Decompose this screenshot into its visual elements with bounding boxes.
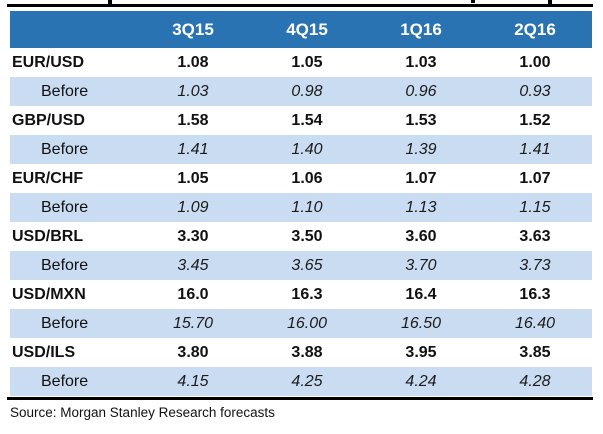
before-label: Before bbox=[41, 198, 89, 216]
before-row: Before 4.15 4.25 4.24 4.28 bbox=[10, 367, 592, 396]
before-row: Before 1.09 1.10 1.13 1.15 bbox=[10, 193, 592, 222]
top-rule bbox=[7, 4, 593, 7]
forecast-value: 1.52 bbox=[519, 111, 551, 129]
before-value: 1.13 bbox=[405, 198, 437, 216]
header-empty-cell bbox=[10, 11, 136, 48]
forecast-value: 1.53 bbox=[405, 111, 437, 129]
forecast-value: 1.08 bbox=[177, 53, 209, 71]
before-value: 1.10 bbox=[291, 198, 323, 216]
before-value: 1.03 bbox=[177, 82, 209, 100]
forecast-value: 3.85 bbox=[519, 343, 551, 361]
currency-pair-label: USD/MXN bbox=[12, 285, 86, 303]
before-value: 4.25 bbox=[291, 372, 323, 390]
currency-pair-label: EUR/CHF bbox=[12, 169, 84, 187]
title-descender-fragment bbox=[471, 0, 475, 3]
forecast-value: 1.00 bbox=[519, 53, 551, 71]
before-value: 3.70 bbox=[405, 256, 437, 274]
forecast-value: 3.95 bbox=[405, 343, 437, 361]
before-value: 15.70 bbox=[172, 314, 214, 332]
forecast-value: 3.63 bbox=[519, 227, 551, 245]
currency-row: USD/BRL 3.30 3.50 3.60 3.63 bbox=[10, 222, 592, 251]
header-row: 3Q15 4Q15 1Q16 2Q16 bbox=[10, 11, 592, 48]
before-row: Before 1.41 1.40 1.39 1.41 bbox=[10, 135, 592, 164]
before-value: 1.09 bbox=[177, 198, 209, 216]
forecast-value: 3.30 bbox=[177, 227, 209, 245]
header-quarter-2q16: 2Q16 bbox=[514, 19, 556, 39]
before-value: 1.41 bbox=[519, 140, 551, 158]
before-label: Before bbox=[41, 256, 89, 274]
currency-pair-label: USD/BRL bbox=[12, 227, 84, 245]
forecast-value: 16.3 bbox=[291, 285, 323, 303]
forecast-value: 3.88 bbox=[291, 343, 323, 361]
before-value: 1.39 bbox=[405, 140, 437, 158]
table-body: EUR/USD 1.08 1.05 1.03 1.00 Before 1.03 0.98 0.9… bbox=[10, 48, 592, 396]
before-value: 3.45 bbox=[177, 256, 209, 274]
currency-row: EUR/USD 1.08 1.05 1.03 1.00 bbox=[10, 48, 592, 77]
currency-pair-label: EUR/USD bbox=[12, 53, 85, 71]
currency-row: EUR/CHF 1.05 1.06 1.07 1.07 bbox=[10, 164, 592, 193]
forecast-value: 1.05 bbox=[291, 53, 323, 71]
fx-forecast-table: 3Q15 4Q15 1Q16 2Q16 EUR/USD 1.08 1.05 1.03 1… bbox=[10, 11, 592, 396]
source-note: Source: Morgan Stanley Research forecast… bbox=[10, 405, 275, 420]
currency-row: USD/MXN 16.0 16.3 16.4 16.3 bbox=[10, 280, 592, 309]
header-quarter-1q16: 1Q16 bbox=[400, 19, 442, 39]
currency-row: USD/ILS 3.80 3.88 3.95 3.85 bbox=[10, 338, 592, 367]
before-row: Before 3.45 3.65 3.70 3.73 bbox=[10, 251, 592, 280]
currency-pair-label: GBP/USD bbox=[12, 111, 85, 129]
forecast-value: 3.80 bbox=[177, 343, 209, 361]
title-descender-fragment bbox=[548, 0, 552, 4]
before-value: 4.15 bbox=[177, 372, 209, 390]
before-value: 0.98 bbox=[291, 82, 323, 100]
forecast-value: 1.06 bbox=[291, 169, 323, 187]
before-row: Before 15.70 16.00 16.50 16.40 bbox=[10, 309, 592, 338]
header-quarter-3q15: 3Q15 bbox=[172, 19, 214, 39]
before-label: Before bbox=[41, 82, 89, 100]
before-value: 1.41 bbox=[177, 140, 209, 158]
forecast-value: 16.3 bbox=[519, 285, 551, 303]
currency-row: GBP/USD 1.58 1.54 1.53 1.52 bbox=[10, 106, 592, 135]
forecast-value: 1.54 bbox=[291, 111, 323, 129]
before-label: Before bbox=[41, 314, 89, 332]
title-descender-fragment bbox=[108, 0, 112, 4]
before-label: Before bbox=[41, 372, 89, 390]
forecast-value: 1.05 bbox=[177, 169, 209, 187]
before-value: 4.24 bbox=[405, 372, 437, 390]
before-value: 1.15 bbox=[519, 198, 551, 216]
forecast-value: 3.60 bbox=[405, 227, 437, 245]
currency-pair-label: USD/ILS bbox=[12, 343, 76, 361]
forecast-value: 1.07 bbox=[519, 169, 551, 187]
before-value: 3.65 bbox=[291, 256, 323, 274]
before-value: 16.00 bbox=[286, 314, 328, 332]
before-value: 1.40 bbox=[291, 140, 323, 158]
before-value: 16.40 bbox=[514, 314, 556, 332]
forecast-value: 16.0 bbox=[177, 285, 209, 303]
before-row: Before 1.03 0.98 0.96 0.93 bbox=[10, 77, 592, 106]
before-label: Before bbox=[41, 140, 89, 158]
before-value: 0.93 bbox=[519, 82, 551, 100]
before-value: 3.73 bbox=[519, 256, 551, 274]
forecast-value: 1.07 bbox=[405, 169, 437, 187]
before-value: 16.50 bbox=[400, 314, 442, 332]
bottom-rule bbox=[7, 397, 593, 400]
header-quarter-4q15: 4Q15 bbox=[286, 19, 328, 39]
forecast-value: 1.03 bbox=[405, 53, 437, 71]
before-value: 4.28 bbox=[519, 372, 551, 390]
before-value: 0.96 bbox=[405, 82, 437, 100]
forecast-value: 3.50 bbox=[291, 227, 323, 245]
forecast-value: 16.4 bbox=[405, 285, 437, 303]
forecast-value: 1.58 bbox=[177, 111, 209, 129]
